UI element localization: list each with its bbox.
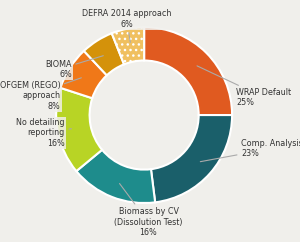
Text: No detailing
reporting
16%: No detailing reporting 16% bbox=[16, 118, 71, 148]
Wedge shape bbox=[144, 27, 232, 115]
Text: WRAP Default
25%: WRAP Default 25% bbox=[197, 66, 292, 107]
Text: OFGEM (REGO)
approach
8%: OFGEM (REGO) approach 8% bbox=[0, 78, 81, 111]
Wedge shape bbox=[61, 51, 107, 98]
Text: BIOMA
6%: BIOMA 6% bbox=[46, 56, 103, 79]
Wedge shape bbox=[151, 115, 232, 202]
Text: DEFRA 2014 approach
6%: DEFRA 2014 approach 6% bbox=[82, 9, 171, 42]
Text: Biomass by CV
(Dissolution Test)
16%: Biomass by CV (Dissolution Test) 16% bbox=[114, 183, 183, 237]
Wedge shape bbox=[76, 150, 155, 203]
Wedge shape bbox=[56, 88, 102, 171]
Wedge shape bbox=[112, 27, 144, 64]
Text: Comp. Analysis
23%: Comp. Analysis 23% bbox=[200, 139, 300, 162]
Wedge shape bbox=[84, 33, 124, 75]
